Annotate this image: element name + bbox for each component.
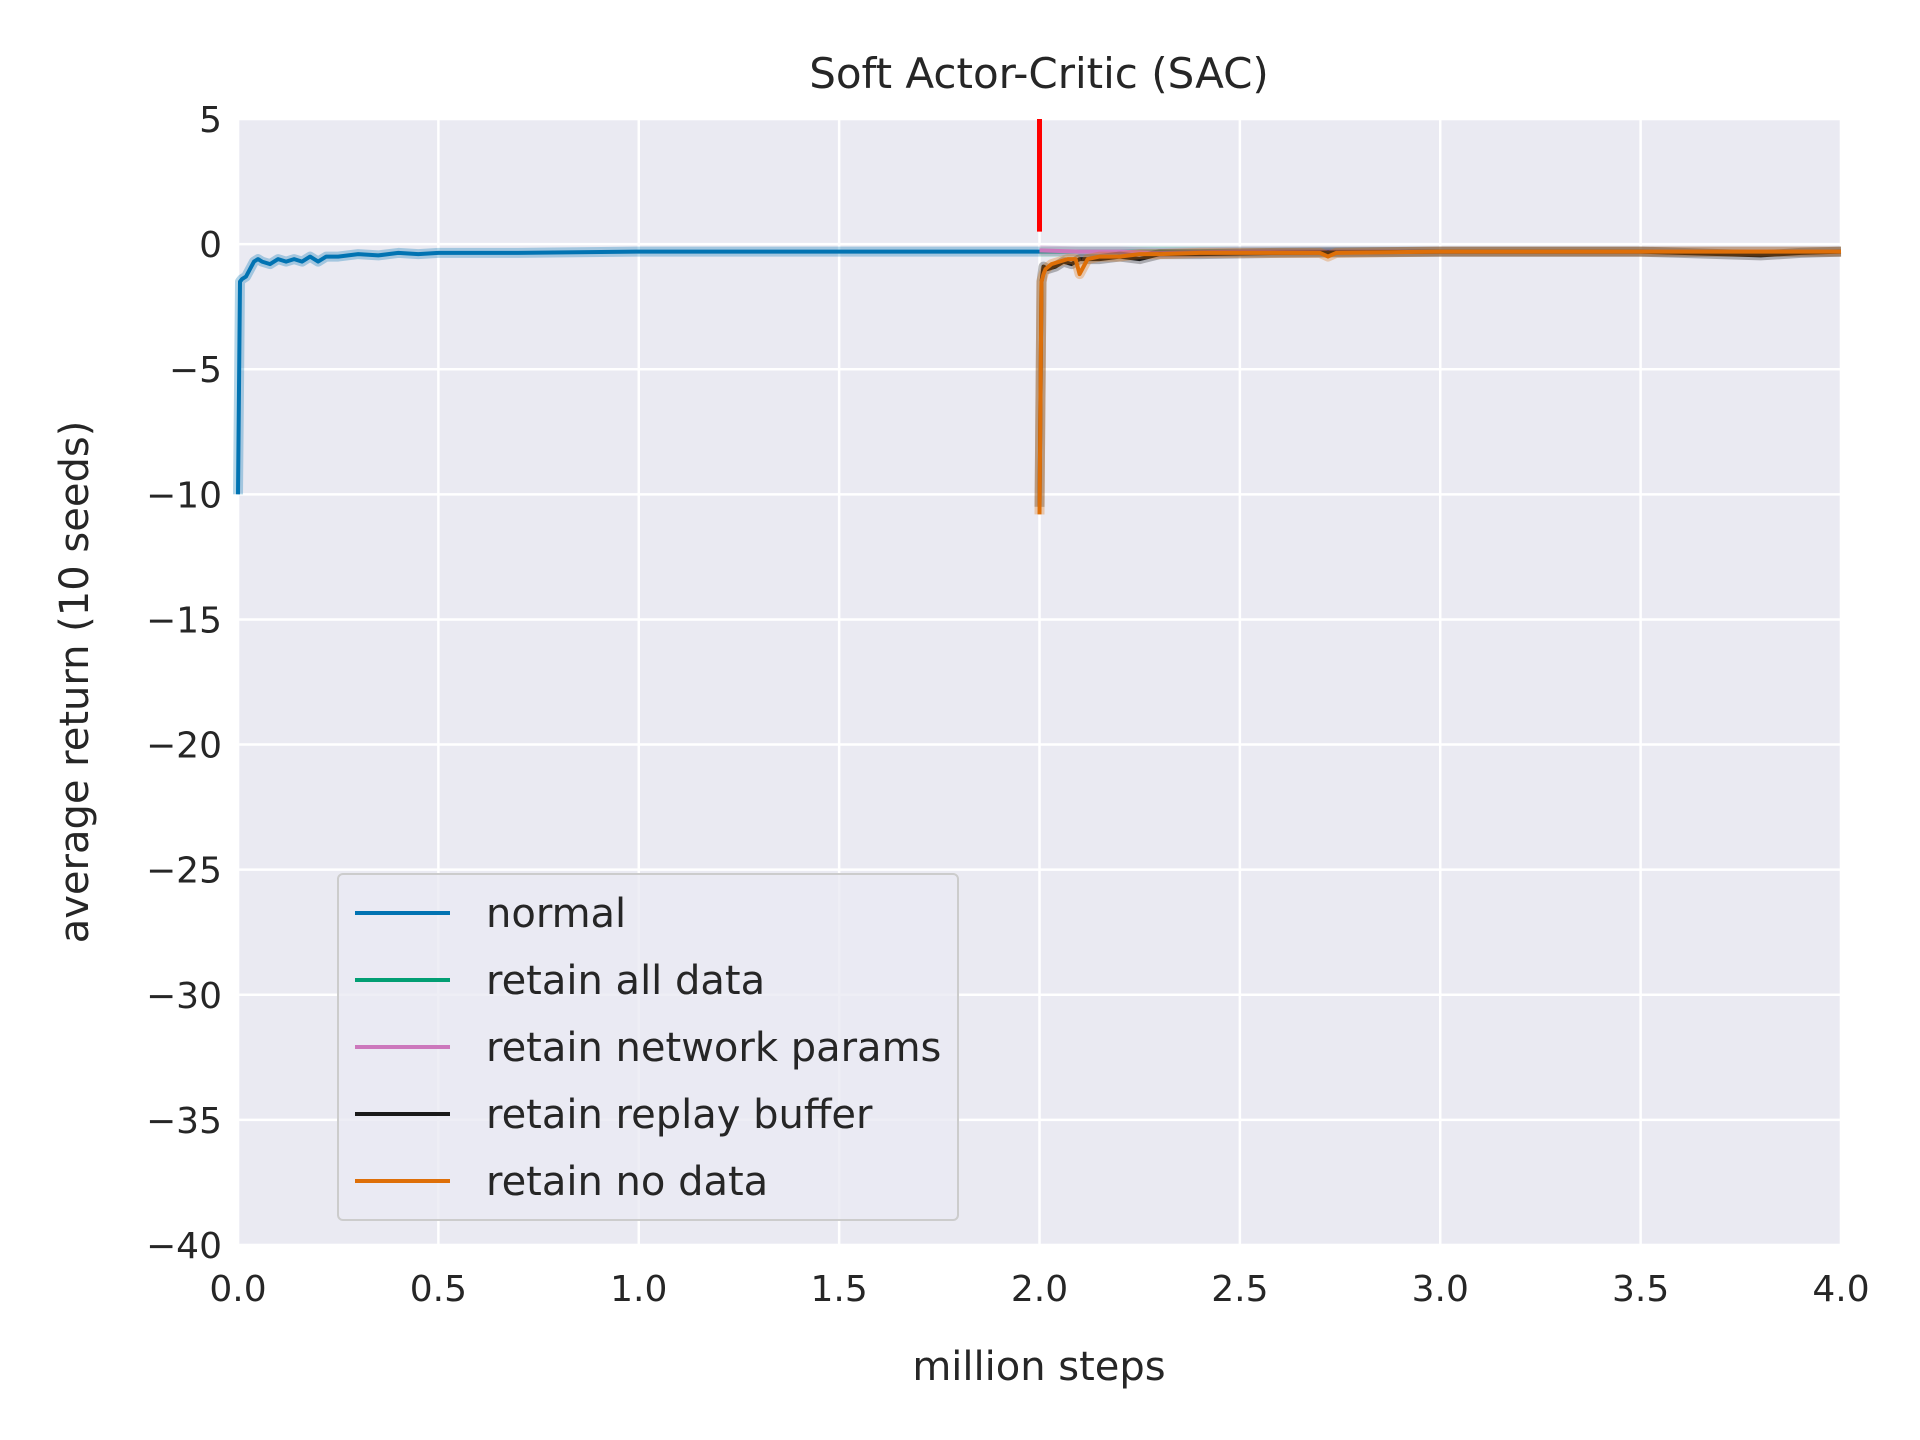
y-tick-label: −15: [146, 600, 222, 641]
x-tick-labels: 0.0 0.5 1.0 1.5 2.0 2.5 3.0 3.5 4.0: [209, 1269, 1869, 1310]
legend: normal retain all data retain network para…: [337, 873, 959, 1221]
legend-label: retain all data: [486, 958, 765, 1004]
y-tick-label: −10: [146, 475, 222, 516]
x-tick-label: 3.0: [1412, 1269, 1469, 1310]
x-tick-label: 2.0: [1011, 1269, 1068, 1310]
y-tick-labels: 5 0 −5 −10 −15 −20 −25 −30 −35 −40: [146, 100, 222, 1267]
x-tick-label: 1.0: [610, 1269, 667, 1310]
legend-label: normal: [486, 891, 626, 937]
series-line: [1037, 249, 1841, 515]
x-tick-label: 1.5: [810, 1269, 867, 1310]
legend-box: [337, 873, 959, 1221]
x-tick-label: 4.0: [1812, 1269, 1869, 1310]
x-axis-title: million steps: [912, 1344, 1165, 1390]
y-tick-label: −20: [146, 726, 222, 767]
series-line: [1037, 249, 1842, 507]
y-tick-label: −35: [146, 1101, 222, 1142]
y-axis-title: average return (10 seeds): [52, 421, 98, 944]
series-line: [236, 249, 1040, 495]
y-tick-label: −25: [146, 851, 222, 892]
y-tick-label: 5: [199, 100, 222, 141]
x-tick-label: 2.5: [1211, 1269, 1268, 1310]
x-tick-label: 0.0: [209, 1269, 266, 1310]
y-tick-label: −5: [169, 350, 222, 391]
y-tick-label: 0: [199, 225, 222, 266]
y-tick-label: −40: [146, 1226, 222, 1267]
legend-label: retain network params: [486, 1025, 941, 1071]
x-tick-label: 0.5: [410, 1269, 467, 1310]
chart-title: Soft Actor-Critic (SAC): [809, 49, 1269, 98]
x-tick-label: 3.5: [1612, 1269, 1669, 1310]
y-tick-label: −30: [146, 976, 222, 1017]
series-lines: [233, 245, 1842, 515]
legend-label: retain no data: [486, 1159, 768, 1205]
legend-label: retain replay buffer: [486, 1092, 873, 1138]
